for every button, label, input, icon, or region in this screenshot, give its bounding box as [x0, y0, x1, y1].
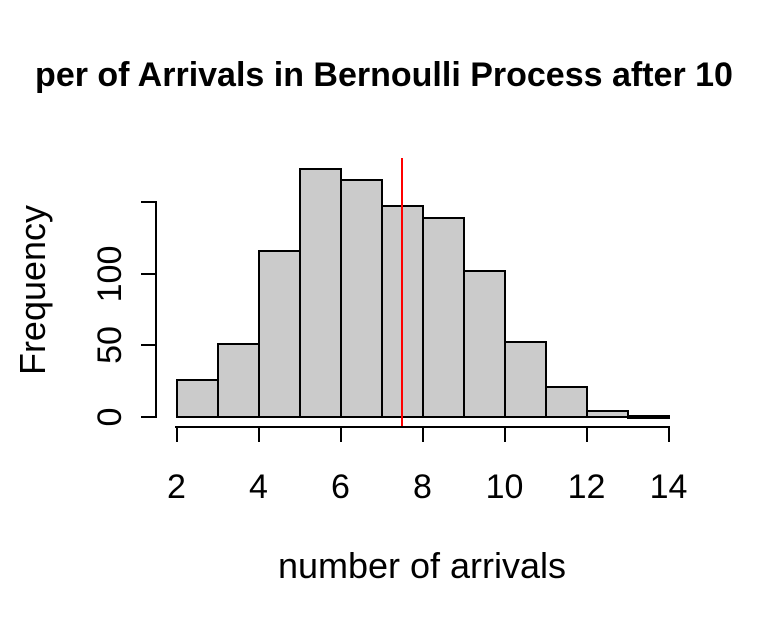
histogram-bar — [544, 385, 588, 418]
y-axis-label: Frequency — [12, 204, 53, 376]
histogram-bar — [339, 179, 383, 418]
y-tick-label: 100 — [91, 245, 129, 302]
x-axis-tick — [667, 428, 670, 442]
histogram-bar — [298, 167, 342, 418]
x-axis-tick — [257, 428, 260, 442]
histogram-bar — [175, 378, 219, 418]
histogram-bar — [216, 342, 260, 418]
x-tick-label: 12 — [567, 468, 606, 506]
histogram-bar — [585, 410, 629, 418]
y-tick-label: 0 — [91, 407, 129, 427]
histogram-bar — [626, 414, 670, 419]
x-axis-tick — [421, 428, 424, 442]
x-axis-line — [175, 426, 670, 428]
x-tick-label: 2 — [167, 468, 186, 506]
x-axis-tick — [503, 428, 506, 442]
histogram-bar — [503, 341, 547, 418]
x-tick-label: 4 — [249, 468, 268, 506]
x-axis-tick — [175, 428, 178, 442]
y-axis-tick — [141, 272, 156, 275]
y-tick-label: 50 — [91, 326, 129, 365]
y-axis-tick — [141, 200, 156, 203]
histogram-bar — [257, 249, 301, 418]
histogram-bar — [421, 216, 465, 418]
x-tick-label: 10 — [485, 468, 524, 506]
x-axis-tick — [585, 428, 588, 442]
y-axis-line — [155, 201, 157, 418]
y-axis-tick — [141, 416, 156, 418]
x-axis-tick — [339, 428, 342, 442]
x-axis-label: number of arrivals — [277, 545, 567, 586]
y-axis-tick — [141, 344, 156, 347]
chart-title: per of Arrivals in Bernoulli Process aft… — [35, 56, 733, 94]
mean-vline — [401, 158, 403, 427]
histogram-bar — [462, 269, 506, 418]
x-tick-label: 14 — [649, 468, 688, 506]
x-tick-label: 8 — [413, 468, 432, 506]
x-tick-label: 6 — [331, 468, 350, 506]
